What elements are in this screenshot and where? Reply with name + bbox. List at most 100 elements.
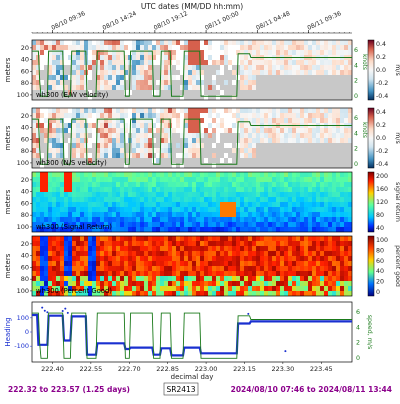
- heatmap-cell: [128, 291, 133, 296]
- heatmap-cell: [156, 70, 161, 76]
- heatmap-cell: [36, 108, 41, 114]
- heatmap-cell: [80, 246, 85, 252]
- heatmap-cell: [320, 65, 325, 71]
- heatmap-cell: [36, 236, 41, 242]
- heatmap-cell: [204, 158, 209, 164]
- heatmap-cell: [184, 153, 189, 159]
- heatmap-cell: [280, 202, 285, 208]
- heatmap-cell: [204, 143, 209, 149]
- heatmap-cell: [284, 286, 289, 292]
- heatmap-cell: [344, 271, 349, 277]
- heatmap-cell: [80, 276, 85, 282]
- heatmap-cell: [120, 85, 125, 91]
- heatmap-cell: [340, 70, 345, 76]
- heatmap-cell: [80, 271, 85, 277]
- heatmap-cell: [60, 75, 65, 81]
- heatmap-cell: [292, 148, 297, 154]
- heatmap-cell: [280, 251, 285, 257]
- heatmap-cell: [88, 251, 93, 257]
- heatmap-cell: [344, 246, 349, 252]
- heatmap-cell: [188, 128, 193, 134]
- heatmap-cell: [308, 138, 313, 144]
- heatmap-cell: [340, 138, 345, 144]
- heatmap-cell: [236, 286, 241, 292]
- heatmap-cell: [316, 158, 321, 164]
- heatmap-cell: [236, 266, 241, 272]
- heatmap-cell: [296, 281, 301, 287]
- heatmap-cell: [72, 177, 77, 183]
- heatmap-cell: [212, 85, 217, 91]
- heatmap-cell: [232, 75, 237, 81]
- heatmap-cell: [196, 40, 201, 46]
- heatmap-cell: [256, 227, 261, 232]
- heatmap-cell: [276, 222, 281, 228]
- heatmap-cell: [200, 50, 205, 56]
- heatmap-cell: [252, 80, 257, 86]
- heatmap-cell: [240, 286, 245, 292]
- heatmap-cell: [56, 80, 61, 86]
- heatmap-cell: [164, 75, 169, 81]
- heatmap-cell: [88, 222, 93, 228]
- heatmap-cell: [244, 118, 249, 124]
- heatmap-cell: [224, 187, 229, 193]
- speed-tick-label: 6: [354, 47, 358, 54]
- heatmap-cell: [164, 256, 169, 262]
- heatmap: [32, 172, 352, 232]
- heatmap-cell: [40, 246, 45, 252]
- heatmap-cell: [68, 45, 73, 51]
- heatmap-cell: [332, 197, 337, 203]
- heatmap-cell: [320, 158, 325, 164]
- heatmap-cell: [340, 40, 345, 46]
- heatmap-cell: [124, 75, 129, 81]
- heatmap-cell: [256, 261, 261, 267]
- heatmap-cell: [44, 153, 49, 159]
- heatmap-cell: [64, 108, 69, 114]
- heatmap-cell: [236, 256, 241, 262]
- heatmap-cell: [136, 95, 141, 100]
- heatmap-cell: [320, 148, 325, 154]
- heatmap-cell: [116, 143, 121, 149]
- heatmap-cell: [124, 80, 129, 86]
- heatmap-cell: [136, 108, 141, 114]
- heatmap-cell: [184, 148, 189, 154]
- heatmap-cell: [72, 113, 77, 119]
- heatmap-cell: [168, 202, 173, 208]
- heatmap-cell: [136, 55, 141, 61]
- heatmap-cell: [344, 202, 349, 208]
- heatmap-cell: [180, 123, 185, 129]
- heatmap-cell: [88, 276, 93, 282]
- heatmap-cell: [276, 291, 281, 296]
- heatmap-cell: [60, 172, 65, 178]
- heatmap-cell: [200, 172, 205, 178]
- heatmap-cell: [68, 197, 73, 203]
- heatmap-cell: [308, 90, 313, 96]
- heatmap-cell: [60, 158, 65, 164]
- heatmap-cell: [48, 95, 53, 100]
- heatmap-cell: [76, 192, 81, 198]
- heatmap-cell: [176, 138, 181, 144]
- heatmap-cell: [112, 118, 117, 124]
- heatmap-cell: [256, 60, 261, 66]
- heatmap-cell: [256, 80, 261, 86]
- heatmap-cell: [292, 70, 297, 76]
- heatmap-cell: [92, 266, 97, 272]
- heatmap-cell: [268, 153, 273, 159]
- heatmap-cell: [340, 85, 345, 91]
- heatmap-cell: [200, 192, 205, 198]
- heatmap-cell: [40, 65, 45, 71]
- heatmap-cell: [192, 281, 197, 287]
- heatmap-cell: [124, 212, 129, 218]
- heatmap-cell: [112, 163, 117, 168]
- heatmap-cell: [296, 261, 301, 267]
- heatmap-cell: [208, 158, 213, 164]
- heatmap-cell: [40, 128, 45, 134]
- heatmap-cell: [80, 123, 85, 129]
- heatmap-cell: [52, 236, 57, 242]
- heatmap-cell: [140, 286, 145, 292]
- heatmap-cell: [228, 177, 233, 183]
- heatmap-cell: [320, 202, 325, 208]
- heatmap-cell: [284, 276, 289, 282]
- heatmap-cell: [340, 271, 345, 277]
- heatmap-cell: [260, 70, 265, 76]
- heatmap-cell: [264, 192, 269, 198]
